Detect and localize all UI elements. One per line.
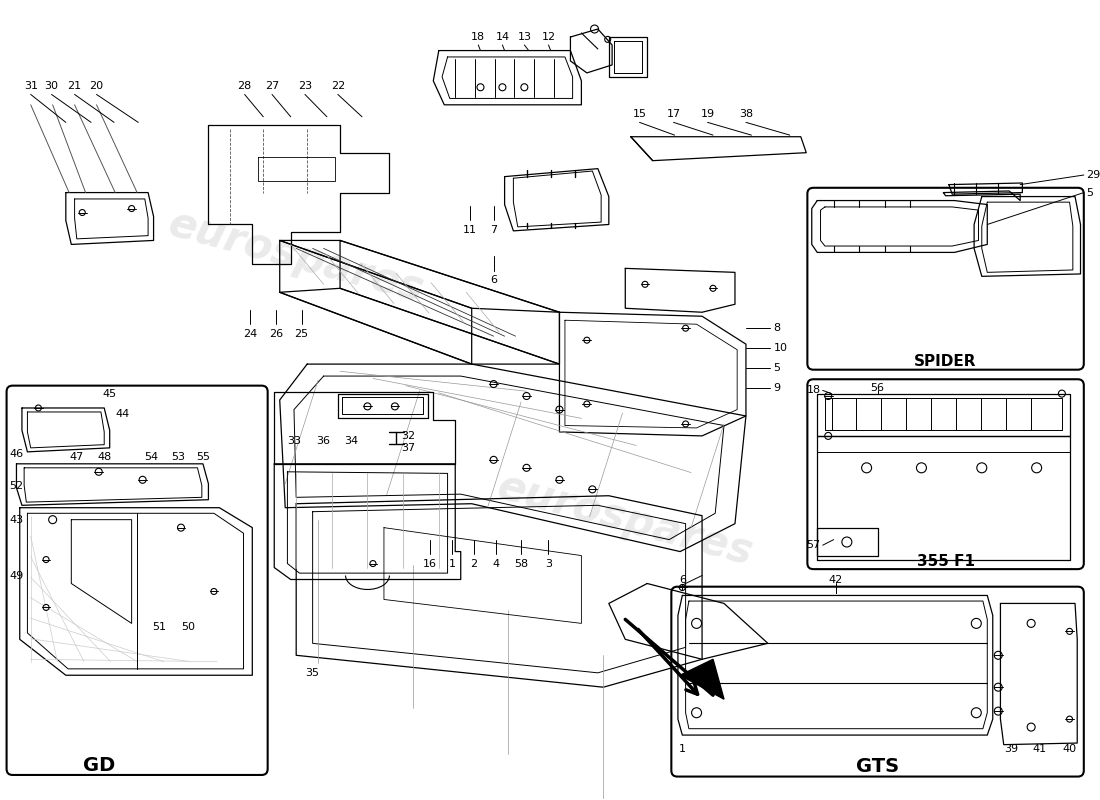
Text: 6: 6 [491, 275, 497, 286]
Text: 18: 18 [806, 386, 821, 395]
Text: 7: 7 [491, 225, 497, 235]
Text: 29: 29 [1086, 170, 1100, 180]
Text: 49: 49 [9, 570, 23, 581]
Text: 46: 46 [10, 450, 23, 459]
Text: 42: 42 [828, 574, 843, 585]
Text: 20: 20 [89, 82, 103, 91]
Text: 25: 25 [295, 329, 309, 338]
Text: 11: 11 [462, 225, 476, 235]
Text: 38: 38 [739, 110, 754, 119]
Text: GD: GD [82, 756, 114, 775]
Text: 41: 41 [1033, 745, 1047, 754]
Text: 26: 26 [270, 329, 284, 338]
Text: 57: 57 [806, 540, 821, 550]
Text: 9: 9 [773, 383, 781, 393]
Text: 54: 54 [144, 453, 158, 462]
Text: 58: 58 [514, 558, 528, 569]
Text: 23: 23 [298, 82, 312, 91]
Text: 56: 56 [870, 383, 884, 393]
Text: 13: 13 [517, 32, 531, 42]
Text: 50: 50 [182, 622, 196, 632]
Text: 48: 48 [97, 453, 111, 462]
Text: 15: 15 [632, 110, 647, 119]
Text: 1: 1 [679, 745, 685, 754]
Text: 16: 16 [424, 558, 437, 569]
Text: 28: 28 [238, 82, 252, 91]
Text: 55: 55 [196, 453, 210, 462]
Text: 1: 1 [449, 558, 455, 569]
Text: 8: 8 [773, 323, 781, 333]
Text: 36: 36 [317, 437, 331, 446]
Text: 21: 21 [67, 82, 81, 91]
Text: 17: 17 [667, 110, 681, 119]
Text: 31: 31 [24, 82, 37, 91]
Text: 2: 2 [471, 558, 477, 569]
Text: 355 F1: 355 F1 [916, 554, 975, 569]
Text: 40: 40 [1063, 745, 1077, 754]
Text: GTS: GTS [856, 758, 899, 777]
Text: 37: 37 [402, 443, 415, 453]
Text: 22: 22 [331, 82, 345, 91]
Text: 3: 3 [544, 558, 552, 569]
Text: 12: 12 [541, 32, 556, 42]
Text: 44: 44 [116, 410, 130, 419]
Text: 39: 39 [1004, 745, 1019, 754]
Text: 47: 47 [69, 453, 84, 462]
Text: SPIDER: SPIDER [914, 354, 977, 370]
Text: 30: 30 [45, 82, 58, 91]
Text: 5: 5 [1086, 187, 1093, 198]
Text: 52: 52 [10, 481, 23, 491]
Text: 24: 24 [243, 329, 257, 338]
Text: 34: 34 [344, 437, 359, 446]
Text: 45: 45 [102, 389, 117, 398]
Text: 18: 18 [471, 32, 485, 42]
Text: 5: 5 [773, 363, 780, 373]
Text: 14: 14 [495, 32, 509, 42]
Text: 33: 33 [287, 437, 301, 446]
Text: 27: 27 [265, 82, 279, 91]
Text: eurospares: eurospares [493, 466, 758, 574]
Text: 6: 6 [679, 574, 685, 585]
Text: 19: 19 [701, 110, 715, 119]
Text: 53: 53 [170, 453, 185, 462]
Text: 35: 35 [306, 668, 320, 678]
Polygon shape [680, 659, 724, 699]
Text: eurospares: eurospares [164, 202, 429, 310]
Text: 32: 32 [402, 431, 415, 441]
Text: 51: 51 [152, 622, 166, 632]
Text: 10: 10 [773, 343, 788, 353]
Text: 43: 43 [10, 514, 23, 525]
Text: 4: 4 [493, 558, 499, 569]
